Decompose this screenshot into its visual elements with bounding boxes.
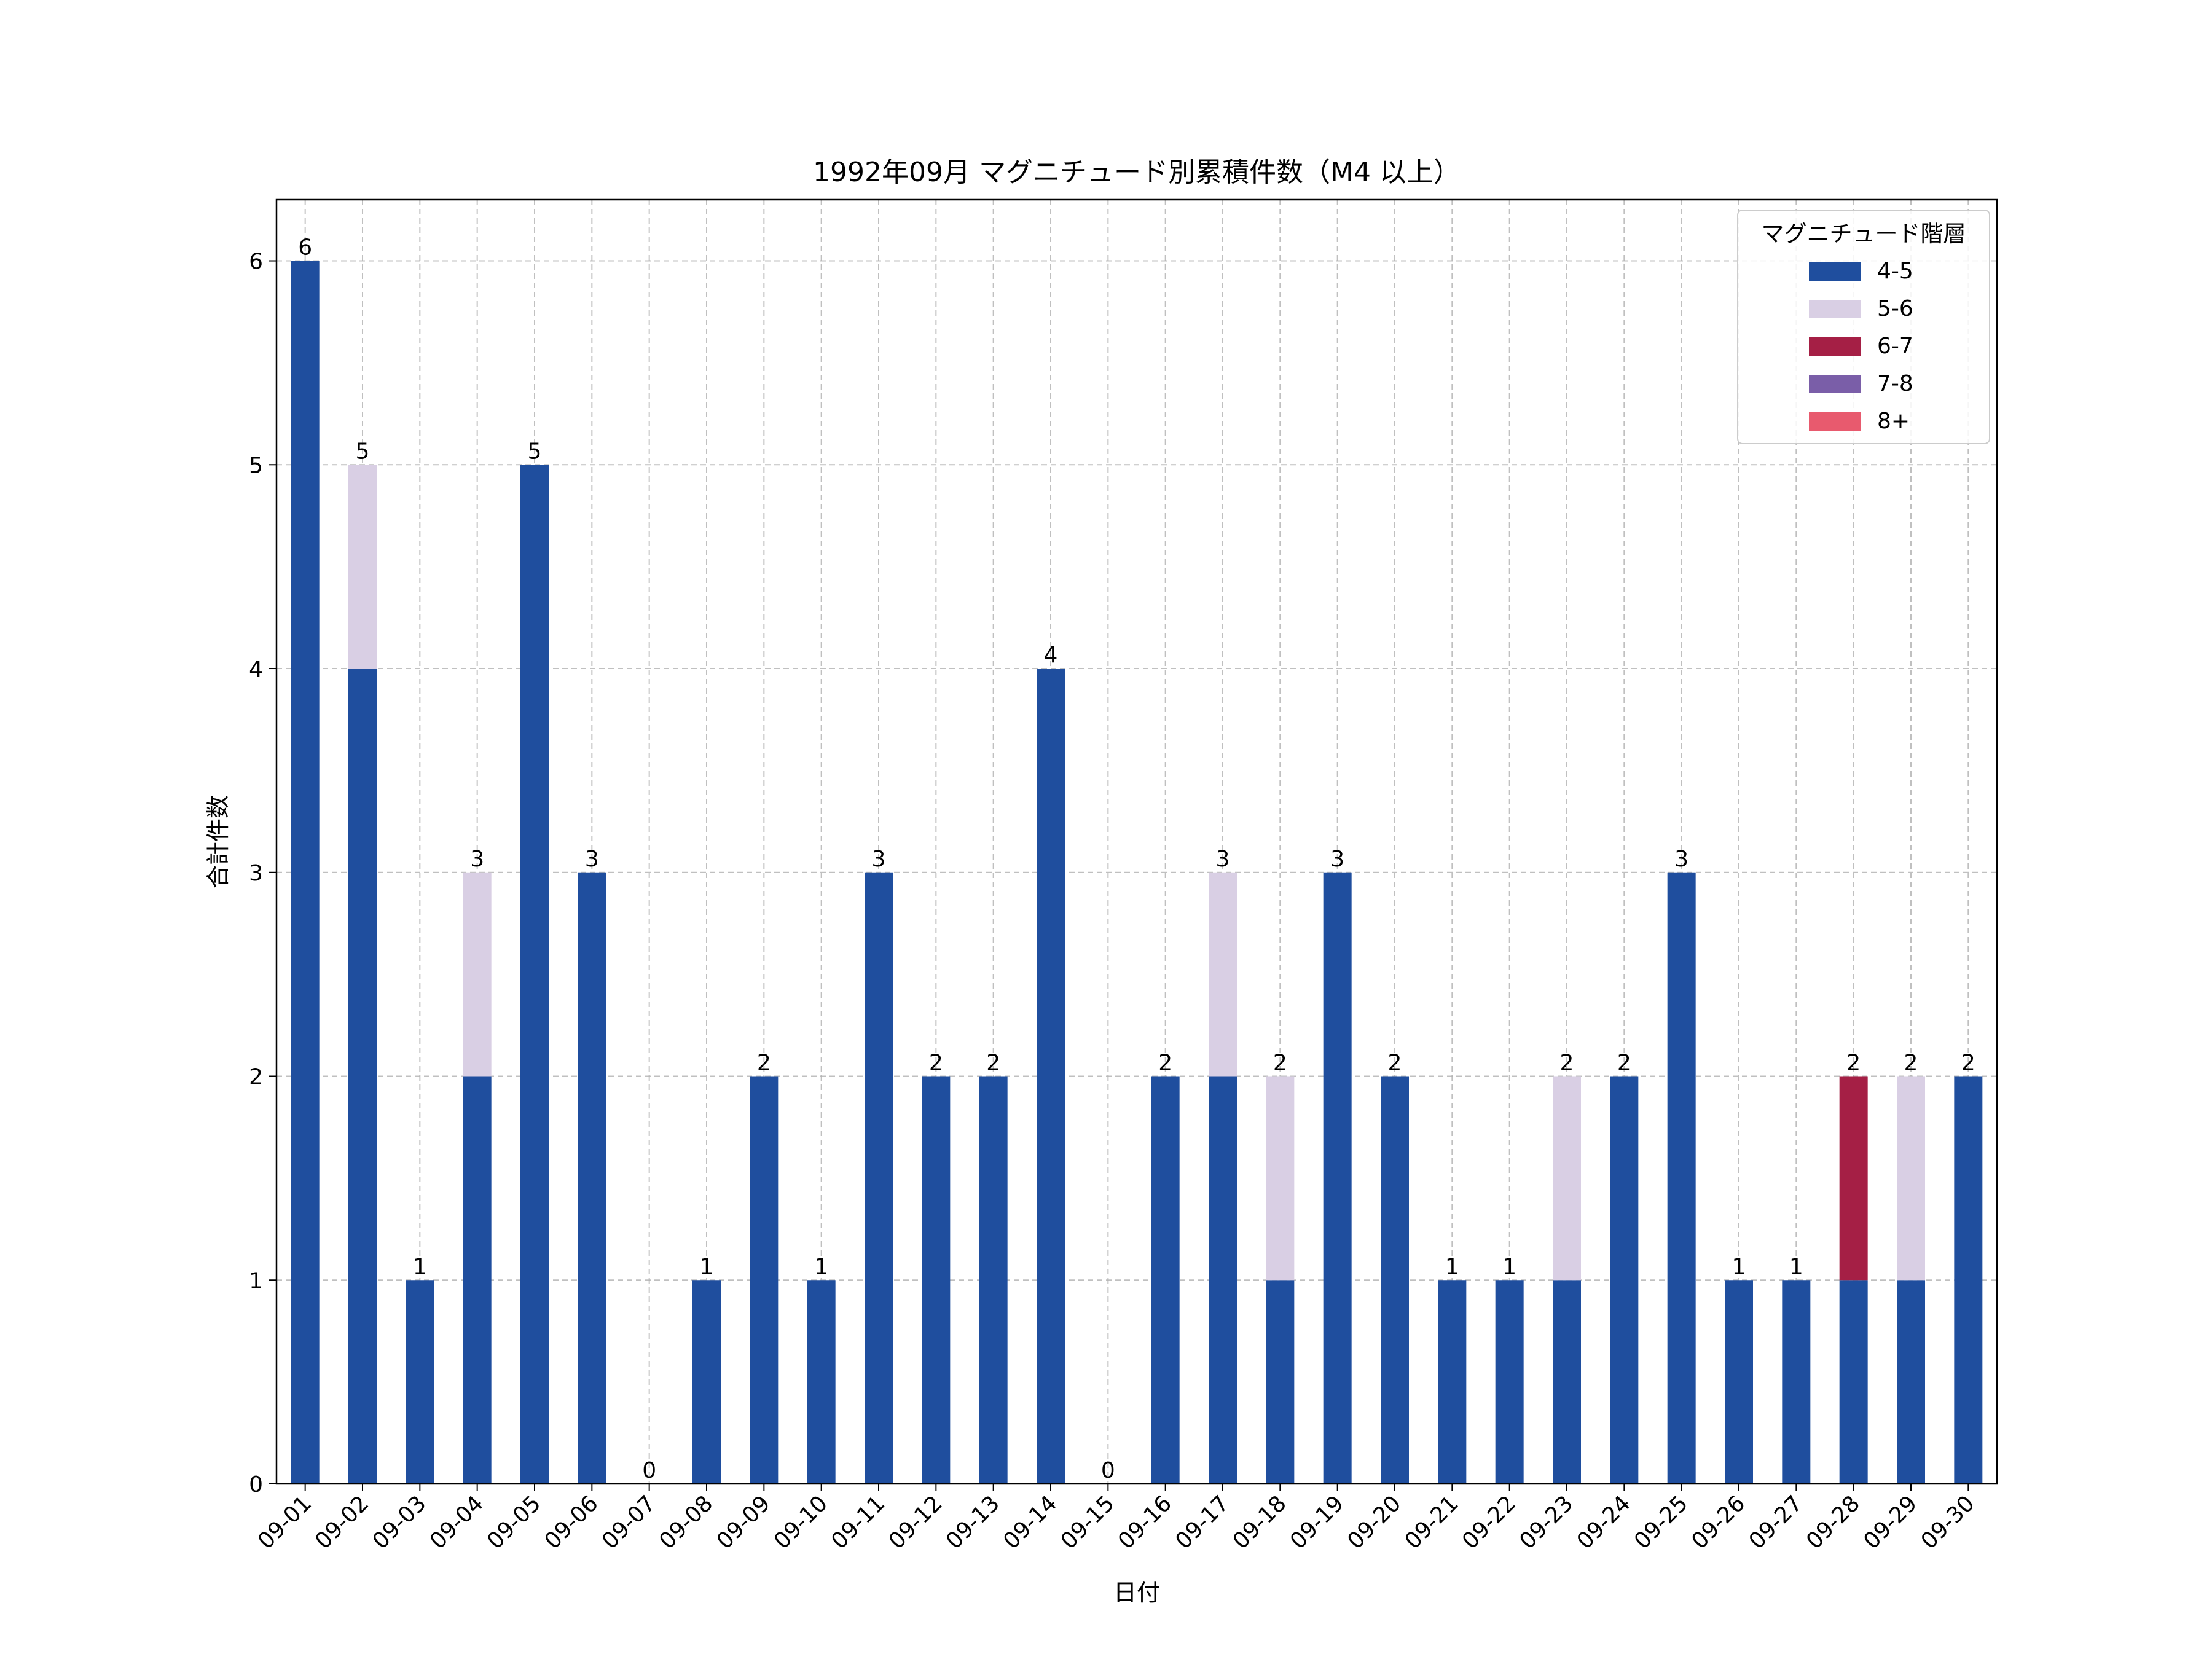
total-label: 3: [1330, 847, 1344, 872]
y-tick-label: 0: [249, 1472, 263, 1497]
legend-label-5-6: 5-6: [1877, 296, 1913, 321]
legend-items: 4-5 5-6 6-7 7-8 8+: [1809, 259, 1913, 434]
total-label: 1: [700, 1254, 714, 1279]
total-label: 2: [1560, 1051, 1574, 1076]
total-label: 2: [929, 1051, 943, 1076]
bar-segment-4-5: [1495, 1280, 1524, 1484]
bar-segment-4-5: [1151, 1076, 1180, 1484]
legend-swatch-4-5: [1809, 262, 1861, 281]
bar-segment-5-6: [1897, 1076, 1925, 1281]
legend-label-7-8: 7-8: [1877, 371, 1913, 396]
total-label: 0: [1101, 1458, 1115, 1483]
bar-segment-4-5: [1897, 1280, 1925, 1484]
legend-label-6-7: 6-7: [1877, 334, 1913, 359]
bar-segment-5-6: [1209, 872, 1237, 1077]
bar-segment-5-6: [463, 872, 492, 1077]
total-label: 1: [1789, 1254, 1803, 1279]
bar-segment-5-6: [1266, 1076, 1295, 1281]
total-label: 2: [1904, 1051, 1918, 1076]
bar-segment-5-6: [1553, 1076, 1581, 1281]
y-axis: 0 1 2 3 4 5 6: [249, 249, 276, 1497]
total-label: 1: [1732, 1254, 1746, 1279]
bar-segment-4-5: [1553, 1280, 1581, 1484]
y-tick-label: 1: [249, 1268, 263, 1293]
legend-swatch-6-7: [1809, 337, 1861, 356]
total-label: 4: [1044, 643, 1058, 668]
bar-segment-4-5: [1839, 1280, 1868, 1484]
legend-label-4-5: 4-5: [1877, 259, 1913, 284]
total-label: 2: [757, 1051, 771, 1076]
y-tick-label: 5: [249, 453, 263, 478]
total-label: 2: [1158, 1051, 1172, 1076]
total-label: 3: [585, 847, 599, 872]
bar-segment-4-5: [463, 1076, 492, 1484]
bar-segment-4-5: [692, 1280, 721, 1484]
legend: マグニチュード階層 4-5 5-6 6-7 7-8 8+: [1737, 210, 1990, 444]
total-label: 3: [470, 847, 484, 872]
bar-segment-4-5: [578, 872, 606, 1484]
bar-segment-4-5: [865, 872, 893, 1484]
bar-segment-4-5: [1782, 1280, 1811, 1484]
legend-title: マグニチュード階層: [1762, 221, 1966, 247]
total-label: 5: [356, 439, 370, 464]
bar-segment-6-7: [1839, 1076, 1868, 1281]
legend-swatch-5-6: [1809, 300, 1861, 318]
bar-segment-4-5: [1667, 872, 1696, 1484]
total-label: 2: [1846, 1051, 1861, 1076]
total-label: 2: [986, 1051, 1000, 1076]
bar-segment-4-5: [1209, 1076, 1237, 1484]
bar-segment-4-5: [979, 1076, 1008, 1484]
y-tick-label: 3: [249, 861, 263, 886]
legend-swatch-7-8: [1809, 375, 1861, 393]
bar-segment-4-5: [750, 1076, 779, 1484]
total-label: 1: [1502, 1254, 1516, 1279]
bar-segment-4-5: [1725, 1280, 1753, 1484]
bar-segment-4-5: [922, 1076, 951, 1484]
bar-segment-4-5: [1954, 1076, 1983, 1484]
total-label: 1: [413, 1254, 427, 1279]
bar-segment-4-5: [406, 1280, 434, 1484]
bar-segment-4-5: [807, 1280, 836, 1484]
total-label: 3: [1216, 847, 1230, 872]
y-tick-label: 2: [249, 1065, 263, 1090]
bar-segment-4-5: [291, 261, 320, 1484]
total-label: 0: [642, 1458, 656, 1483]
legend-label-8+: 8+: [1877, 409, 1910, 434]
total-label: 3: [1674, 847, 1688, 872]
y-tick-label: 6: [249, 249, 263, 275]
total-label: 6: [298, 235, 312, 261]
plot-frame: [275, 198, 1998, 1485]
total-label: 5: [528, 439, 542, 464]
bar-segment-4-5: [520, 465, 549, 1484]
bar-segment-4-5: [1381, 1076, 1409, 1484]
bar-segment-5-6: [348, 465, 377, 669]
bar-segment-4-5: [1266, 1280, 1295, 1484]
total-label: 2: [1961, 1051, 1975, 1076]
total-label: 1: [814, 1254, 828, 1279]
chart-title: 1992年09月 マグニチュード別累積件数（M4 以上）: [813, 157, 1461, 188]
bar-segment-4-5: [348, 669, 377, 1484]
bar-segment-4-5: [1438, 1280, 1467, 1484]
y-axis-label: 合計件数: [205, 795, 232, 888]
legend-frame: [1737, 210, 1990, 444]
data-labels: 6 5 1 3 5 3 0 1 2 1 3 2 2 4 0 2 3 2 3 2 1 1 2 2 3 1 1 2 2 2: [298, 235, 1975, 1483]
bar-segment-4-5: [1610, 1076, 1639, 1484]
y-tick-label: 4: [249, 657, 263, 682]
total-label: 2: [1617, 1051, 1631, 1076]
total-label: 2: [1273, 1051, 1287, 1076]
total-label: 2: [1388, 1051, 1402, 1076]
bar-segment-4-5: [1037, 669, 1065, 1484]
x-axis-label: 日付: [1113, 1579, 1160, 1606]
total-label: 3: [872, 847, 886, 872]
bars: [291, 261, 1983, 1484]
bar-segment-4-5: [1323, 872, 1352, 1484]
legend-swatch-8+: [1809, 412, 1861, 431]
total-label: 1: [1445, 1254, 1459, 1279]
